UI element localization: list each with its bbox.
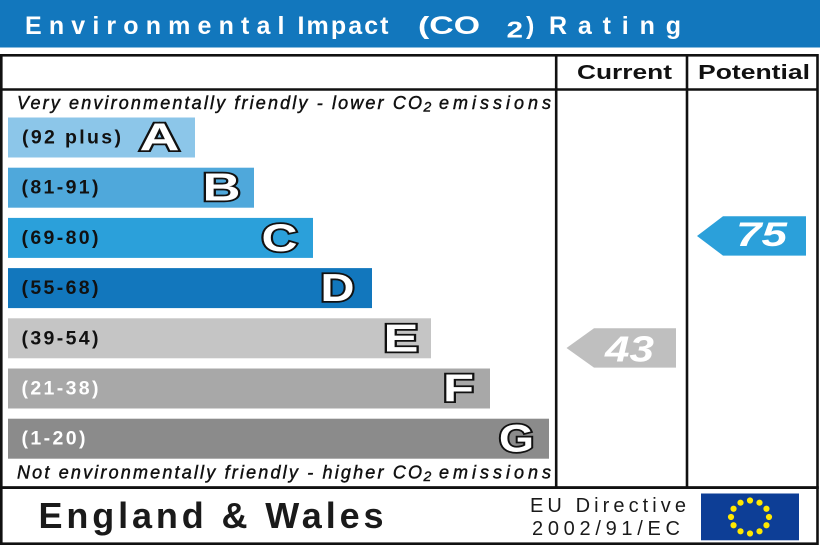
svg-text:C: C	[262, 217, 298, 260]
svg-text:Very environmentally friendly: Very environmentally friendly - lower CO	[17, 93, 422, 113]
svg-text:2: 2	[507, 17, 524, 43]
svg-text:Potential: Potential	[698, 62, 810, 84]
svg-text:(69-80): (69-80)	[22, 227, 99, 249]
svg-text:(55-68): (55-68)	[22, 277, 99, 299]
svg-text:Impact: Impact	[298, 12, 390, 40]
svg-text:(21-38): (21-38)	[22, 378, 99, 400]
svg-text:2002/91/EC: 2002/91/EC	[532, 518, 680, 540]
svg-text:(39-54): (39-54)	[22, 327, 99, 349]
svg-text:75: 75	[736, 216, 788, 254]
svg-text:England & Wales: England & Wales	[39, 495, 384, 536]
svg-text:emissions: emissions	[439, 93, 551, 113]
svg-text:2: 2	[423, 99, 432, 115]
svg-text:2: 2	[423, 468, 432, 484]
svg-text:E: E	[384, 317, 419, 360]
svg-text:Environmental: Environmental	[25, 12, 285, 40]
svg-text:EU Directive: EU Directive	[530, 495, 686, 517]
svg-text:): )	[526, 12, 534, 40]
svg-text:G: G	[499, 418, 534, 461]
svg-text:Not environmentally friendly -: Not environmentally friendly - higher CO	[17, 462, 422, 482]
svg-text:F: F	[443, 368, 474, 411]
svg-text:43: 43	[604, 329, 654, 370]
svg-text:(81-91): (81-91)	[22, 177, 99, 199]
svg-text:(1-20): (1-20)	[22, 428, 86, 450]
svg-text:Current: Current	[577, 62, 672, 84]
svg-text:D: D	[321, 267, 355, 310]
svg-text:(CO: (CO	[418, 12, 480, 40]
svg-text:A: A	[140, 117, 180, 160]
svg-text:emissions: emissions	[439, 462, 551, 482]
svg-text:(92 plus): (92 plus)	[22, 127, 121, 149]
svg-text:B: B	[203, 167, 241, 210]
